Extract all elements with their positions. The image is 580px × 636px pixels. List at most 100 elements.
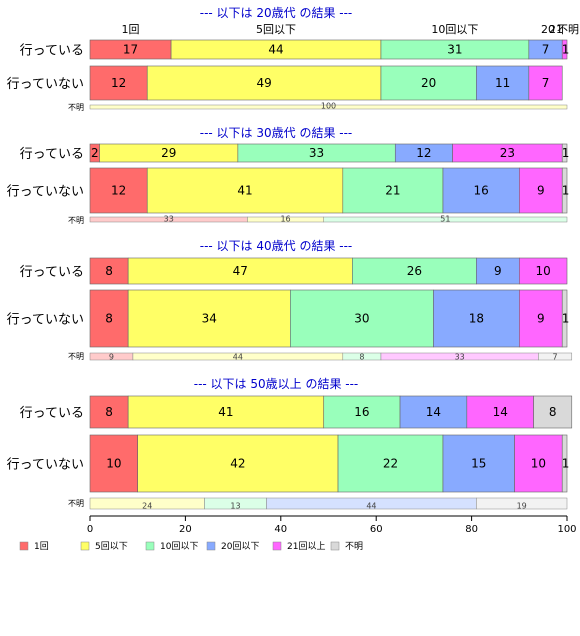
data-label: 47 (233, 264, 248, 278)
data-label: 10 (106, 457, 121, 471)
row-label: 行っている (20, 406, 84, 421)
data-label: 23 (500, 146, 515, 160)
legend-swatch (19, 541, 29, 551)
data-label: 26 (407, 264, 422, 278)
bar-segment (342, 167, 444, 214)
data-label: 17 (123, 43, 138, 57)
bar-segment (137, 434, 339, 493)
unknown-row-label: 不明 (68, 103, 84, 112)
bar-segment (518, 257, 568, 285)
bar-segment (89, 65, 148, 101)
data-label: 16 (354, 405, 369, 419)
data-label: 11 (495, 76, 510, 90)
unknown-row-label: 不明 (68, 499, 84, 508)
data-label: 18 (469, 312, 484, 326)
unknown-data-label: 44 (233, 353, 243, 362)
data-label: 9 (537, 184, 545, 198)
data-label: 21 (385, 184, 400, 198)
legend-swatch (330, 541, 340, 551)
x-tick-label: 80 (465, 524, 478, 535)
data-label: 1 (562, 43, 570, 57)
bar-segment (146, 167, 344, 214)
data-label: 10 (536, 264, 551, 278)
bar-segment (533, 395, 573, 429)
unknown-data-label: 8 (359, 353, 364, 362)
unknown-data-label: 19 (517, 502, 527, 511)
row-label: 行っている (20, 265, 84, 280)
data-label: 12 (111, 76, 126, 90)
bar-segment (561, 143, 568, 163)
unknown-data-label: 16 (280, 215, 290, 224)
data-label: 42 (230, 457, 245, 471)
legend-label: 20回以下 (221, 541, 259, 552)
data-label: 2 (91, 146, 99, 160)
data-label: 12 (111, 184, 126, 198)
data-label: 7 (542, 43, 550, 57)
legend-swatch (80, 541, 90, 551)
legend-label: 5回以下 (95, 541, 128, 552)
data-label: 41 (218, 405, 233, 419)
bar-segment (352, 257, 477, 285)
data-label: 8 (105, 405, 113, 419)
category-top-label: 不明 (557, 23, 579, 36)
bar-segment (561, 39, 568, 60)
bar-segment (466, 395, 534, 429)
unknown-bar-segment (323, 216, 568, 223)
category-top-label: 1回 (122, 23, 140, 36)
group-title: --- 以下は 20歳代 の結果 --- (200, 6, 353, 20)
bar-segment (514, 434, 563, 493)
unknown-data-label: 24 (142, 502, 152, 511)
data-label: 15 (471, 457, 486, 471)
x-tick-label: 60 (370, 524, 383, 535)
legend-label: 21回以上 (287, 541, 325, 552)
unknown-bar-segment (476, 497, 568, 510)
bar-segment (89, 434, 139, 493)
bar-segment (127, 289, 291, 348)
legend-label: 1回 (34, 541, 49, 552)
group-title: --- 以下は 50歳以上 の結果 --- (194, 377, 359, 391)
data-label: 9 (494, 264, 502, 278)
unknown-data-label: 44 (366, 502, 376, 511)
x-tick-label: 100 (557, 524, 576, 535)
data-label: 49 (256, 76, 271, 90)
bar-segment (433, 289, 520, 348)
data-label: 1 (562, 312, 570, 326)
unknown-row-label: 不明 (68, 352, 84, 361)
bar-segment (442, 434, 515, 493)
unknown-row-label: 不明 (68, 216, 84, 225)
x-tick-label: 40 (274, 524, 287, 535)
unknown-data-label: 100 (321, 102, 336, 111)
bar-segment (528, 65, 563, 101)
data-label: 10 (531, 457, 546, 471)
data-label: 30 (354, 312, 369, 326)
data-label: 41 (237, 184, 252, 198)
category-top-label: 21 (549, 23, 563, 36)
data-label: 12 (416, 146, 431, 160)
bar-segment (290, 289, 434, 348)
data-label: 31 (447, 43, 462, 57)
data-label: 33 (309, 146, 324, 160)
data-label: 9 (537, 312, 545, 326)
data-label: 16 (473, 184, 488, 198)
legend-swatch (145, 541, 155, 551)
bar-segment (442, 167, 520, 214)
unknown-data-label: 51 (440, 215, 450, 224)
unknown-data-label: 7 (553, 353, 558, 362)
data-label: 1 (562, 184, 570, 198)
data-label: 14 (493, 405, 508, 419)
legend-swatch (206, 541, 216, 551)
data-label: 1 (562, 146, 570, 160)
row-label: 行っている (20, 147, 84, 162)
bar-segment (561, 167, 568, 214)
category-top-label: 20 (541, 23, 555, 36)
bar-segment (89, 167, 148, 214)
category-top-label: 5回以下 (256, 23, 296, 36)
bar-segment (146, 65, 382, 101)
unknown-data-label: 13 (230, 502, 240, 511)
data-label: 44 (268, 43, 283, 57)
bar-segment (127, 395, 325, 429)
data-label: 29 (161, 146, 176, 160)
bar-segment (399, 395, 468, 429)
row-label: 行っていない (7, 458, 84, 473)
